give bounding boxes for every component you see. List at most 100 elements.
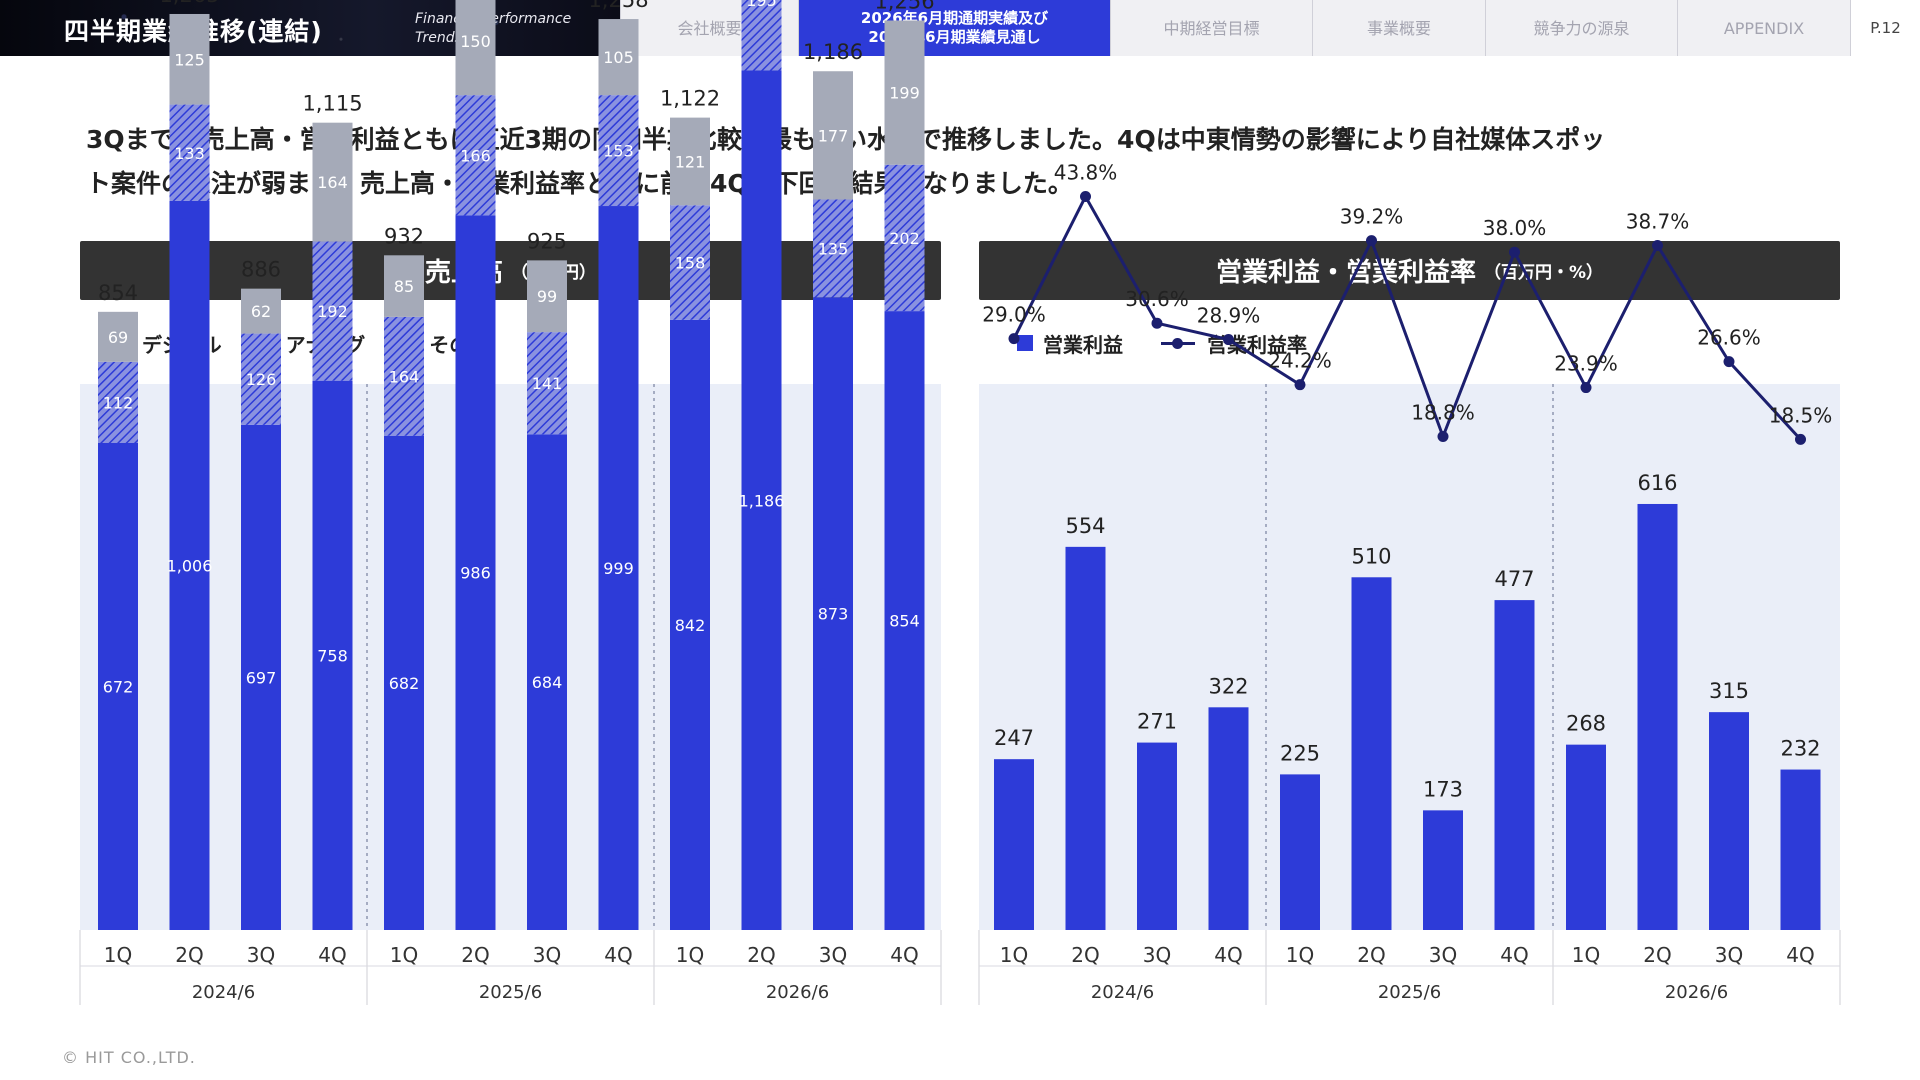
sales-year-label: 2025/6	[479, 982, 542, 1003]
operating-margin-point	[1223, 334, 1234, 346]
segment-label-analog: 195	[746, 0, 777, 10]
segment-label-analog: 153	[603, 142, 634, 161]
page-subtitle-line2: Trends	[415, 30, 462, 46]
bar-segment-analog	[670, 205, 710, 320]
tab-business-overview[interactable]: 事業概要	[1312, 0, 1485, 56]
bar-segment-other	[312, 122, 353, 242]
bar-segment-other	[384, 255, 424, 317]
bar-segment-analog	[169, 104, 210, 201]
segment-label-other: 69	[108, 328, 128, 347]
tab-midterm-targets[interactable]: 中期経営目標	[1110, 0, 1312, 56]
segment-label-analog: 141	[532, 374, 563, 393]
operating-margin-point	[1437, 431, 1449, 443]
bar-segment-other	[98, 311, 138, 362]
segment-label-digital: 1,186	[739, 491, 785, 510]
segment-label-analog: 112	[103, 393, 134, 412]
sales-panel-header: 売上高 （百万円）	[80, 241, 941, 300]
tab-appendix[interactable]: APPENDIX	[1677, 0, 1850, 56]
operating-profit-label: 232	[1780, 737, 1820, 761]
profit-legend: 営業利益 営業利益率	[1017, 329, 1345, 358]
segment-label-digital: 999	[603, 559, 634, 578]
bar-segment-other	[598, 19, 639, 96]
sales-tick-label: 3Q	[247, 943, 275, 967]
segment-label-digital: 758	[317, 646, 348, 665]
profit-tick-label: 2Q	[1357, 943, 1385, 967]
segment-label-other: 99	[537, 287, 557, 306]
operating-margin-label: 28.9%	[1197, 304, 1261, 328]
operating-profit-label: 554	[1065, 514, 1105, 538]
operating-margin-label: 38.0%	[1483, 216, 1547, 240]
profit-year-label: 2024/6	[1091, 982, 1154, 1003]
profit-tick-label: 3Q	[1429, 943, 1457, 967]
operating-profit-bar	[1637, 503, 1678, 930]
segment-label-analog: 135	[818, 239, 849, 258]
bar-segment-analog	[98, 361, 138, 444]
bar-segment-other	[455, 0, 496, 96]
bar-segment-analog	[813, 199, 853, 298]
bar-segment-digital	[98, 443, 138, 930]
segment-label-analog: 164	[389, 367, 420, 386]
segment-label-analog: 192	[317, 302, 348, 321]
operating-profit-label: 268	[1566, 712, 1606, 736]
bar-segment-digital	[169, 200, 210, 931]
segment-label-digital: 672	[103, 678, 134, 697]
segment-label-other: 150	[460, 32, 491, 51]
bar-total-label: 1,256	[874, 0, 934, 14]
bar-total-label: 932	[384, 224, 424, 248]
sales-year-label: 2026/6	[766, 982, 829, 1003]
bar-segment-analog	[527, 332, 567, 435]
sales-tick-label: 1Q	[676, 943, 704, 967]
profit-plot-area	[979, 384, 1840, 930]
profit-tick-label: 4Q	[1786, 943, 1814, 967]
legend-item-operating-profit: 営業利益	[1017, 329, 1123, 358]
operating-margin-label: 23.9%	[1554, 352, 1618, 376]
bar-segment-digital	[741, 70, 782, 930]
operating-profit-chart: 1Q 2Q 3Q 4Q 1Q 2Q 3Q 4Q 1Q 2Q 3Q 4Q 2024/6 2025/6 2026…	[978, 161, 1841, 1005]
legend-swatch-operating-profit	[1017, 335, 1033, 351]
segment-label-digital: 697	[246, 668, 277, 687]
tab-competitive-advantage[interactable]: 競争力の源泉	[1485, 0, 1677, 56]
operating-margin-label: 30.6%	[1125, 287, 1189, 311]
sales-tick-label: 2Q	[747, 943, 775, 967]
profit-panel-header: 営業利益・営業利益率 （百万円・%）	[979, 241, 1840, 300]
segment-label-other: 121	[675, 152, 706, 171]
bar-segment-analog	[741, 0, 782, 71]
profit-tick-label: 1Q	[1000, 943, 1028, 967]
segment-label-analog: 166	[460, 146, 491, 165]
legend-item-operating-margin: 営業利益率	[1161, 329, 1307, 358]
operating-profit-label: 225	[1280, 741, 1320, 765]
segment-label-other: 177	[818, 126, 849, 145]
operating-margin-point	[1008, 333, 1020, 345]
operating-profit-bar	[1065, 546, 1106, 930]
operating-profit-bar	[1208, 707, 1249, 930]
profit-panel-unit: （百万円・%）	[1483, 263, 1604, 283]
bar-segment-other	[813, 71, 853, 200]
operating-profit-label: 510	[1351, 544, 1391, 568]
segment-label-analog: 158	[675, 254, 706, 273]
bar-segment-analog	[455, 95, 496, 216]
bar-total-label: 1,186	[803, 40, 863, 64]
segment-label-other: 199	[889, 84, 920, 103]
profit-tick-label: 4Q	[1214, 943, 1242, 967]
operating-profit-bar	[1137, 742, 1177, 930]
operating-profit-bar	[1423, 810, 1463, 930]
operating-margin-label: 18.5%	[1769, 403, 1833, 427]
operating-margin-point	[1151, 317, 1163, 329]
operating-profit-label: 477	[1494, 567, 1534, 591]
sales-year-label: 2024/6	[192, 982, 255, 1003]
segment-label-analog: 202	[889, 229, 920, 248]
bar-segment-other	[527, 260, 567, 333]
bar-total-label: 1,265	[159, 0, 219, 7]
operating-margin-point	[1509, 246, 1520, 258]
bar-segment-other	[884, 20, 925, 165]
operating-profit-bar	[1709, 712, 1749, 930]
operating-margin-label: 24.2%	[1268, 349, 1332, 373]
profit-panel-title: 営業利益・営業利益率	[1215, 258, 1476, 288]
segment-label-other: 125	[174, 50, 205, 69]
operating-profit-label: 271	[1137, 710, 1177, 734]
sales-tick-label: 3Q	[819, 943, 847, 967]
bar-segment-analog	[241, 333, 281, 425]
operating-margin-label: 26.6%	[1697, 326, 1761, 350]
